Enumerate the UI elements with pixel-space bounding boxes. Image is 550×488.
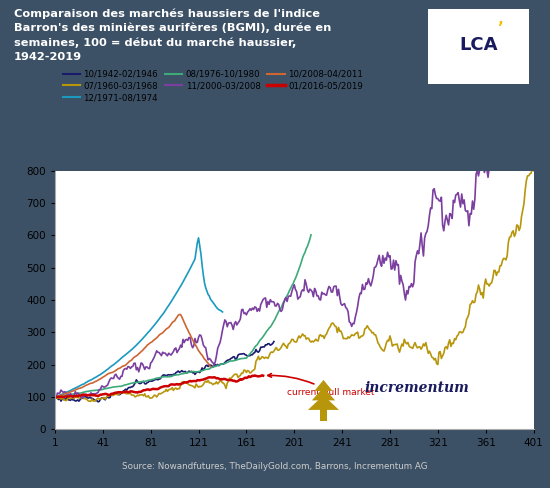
10/1942-02/1946 — [127, 385, 134, 390]
01/2016-05/2019 — [52, 394, 58, 400]
01/2016-05/2019 — [126, 389, 133, 395]
07/1960-03/1968 — [52, 394, 58, 400]
12/1971-08/1974 — [52, 394, 58, 400]
07/1960-03/1968 — [530, 168, 537, 174]
01/2016-05/2019 — [60, 394, 67, 400]
12/1971-08/1974 — [194, 240, 201, 245]
10/1942-02/1946 — [153, 376, 160, 382]
11/2000-03/2008 — [52, 394, 58, 400]
Line: 10/2008-04/2011: 10/2008-04/2011 — [55, 315, 211, 397]
10/2008-04/2011 — [167, 323, 173, 329]
01/2016-05/2019 — [229, 377, 235, 383]
07/1960-03/1968 — [87, 398, 94, 404]
07/1960-03/1968 — [115, 391, 122, 397]
12/1971-08/1974 — [107, 364, 113, 370]
10/2008-04/2011 — [79, 385, 86, 390]
01/2016-05/2019 — [258, 372, 265, 378]
10/1942-02/1946 — [268, 342, 275, 347]
10/1942-02/1946 — [95, 399, 101, 405]
11/2000-03/2008 — [138, 360, 145, 366]
11/2000-03/2008 — [79, 395, 86, 401]
07/1960-03/1968 — [403, 341, 410, 347]
Legend: 10/1942-02/1946, 07/1960-03/1968, 12/1971-08/1974, 08/1976-10/1980, 11/2000-03/2: 10/1942-02/1946, 07/1960-03/1968, 12/197… — [59, 66, 366, 105]
10/1942-02/1946 — [271, 339, 277, 345]
07/1960-03/1968 — [225, 378, 232, 384]
Text: current bull market: current bull market — [268, 374, 375, 397]
11/2000-03/2008 — [191, 336, 198, 342]
01/2016-05/2019 — [113, 390, 119, 396]
08/1976-10/1980 — [140, 379, 147, 385]
07/1960-03/1968 — [293, 339, 300, 345]
01/2016-05/2019 — [70, 394, 76, 400]
10/1942-02/1946 — [266, 341, 272, 347]
Polygon shape — [312, 387, 335, 400]
08/1976-10/1980 — [83, 388, 90, 394]
01/2016-05/2019 — [260, 373, 266, 379]
Line: 01/2016-05/2019: 01/2016-05/2019 — [55, 375, 263, 397]
01/2016-05/2019 — [207, 374, 214, 380]
Polygon shape — [315, 380, 333, 391]
11/2000-03/2008 — [261, 295, 268, 301]
08/1976-10/1980 — [52, 394, 58, 400]
07/1960-03/1968 — [358, 333, 365, 339]
12/1971-08/1974 — [219, 309, 226, 315]
12/1971-08/1974 — [212, 303, 218, 308]
Text: LCA: LCA — [459, 36, 498, 54]
10/2008-04/2011 — [140, 346, 147, 352]
12/1971-08/1974 — [53, 393, 59, 399]
07/1960-03/1968 — [315, 338, 321, 344]
11/2000-03/2008 — [216, 343, 222, 348]
10/2008-04/2011 — [148, 339, 155, 345]
10/2008-04/2011 — [176, 312, 183, 318]
11/2000-03/2008 — [368, 279, 375, 285]
10/2008-04/2011 — [207, 364, 214, 369]
07/1960-03/1968 — [529, 164, 536, 170]
08/1976-10/1980 — [66, 392, 73, 398]
11/2000-03/2008 — [89, 391, 95, 397]
Text: Source: Nowandfutures, TheDailyGold.com, Barrons, Incrementum AG: Source: Nowandfutures, TheDailyGold.com,… — [122, 462, 428, 470]
10/2008-04/2011 — [58, 392, 64, 398]
08/1976-10/1980 — [307, 232, 314, 238]
10/2008-04/2011 — [52, 394, 58, 400]
12/1971-08/1974 — [199, 263, 206, 268]
08/1976-10/1980 — [245, 352, 252, 358]
Line: 10/1942-02/1946: 10/1942-02/1946 — [55, 342, 274, 402]
Text: Comparaison des marchés haussiers de l'indice
Barron's des minières aurifères (B: Comparaison des marchés haussiers de l'i… — [14, 8, 331, 62]
Text: incrementum: incrementum — [365, 381, 470, 395]
12/1971-08/1974 — [195, 235, 202, 241]
08/1976-10/1980 — [125, 382, 131, 387]
Bar — [428, 9, 529, 84]
01/2016-05/2019 — [189, 378, 196, 384]
08/1976-10/1980 — [153, 375, 160, 381]
Polygon shape — [308, 395, 339, 410]
10/1942-02/1946 — [52, 394, 58, 400]
10/1942-02/1946 — [54, 395, 60, 401]
Line: 07/1960-03/1968: 07/1960-03/1968 — [55, 167, 534, 401]
10/1942-02/1946 — [138, 380, 145, 386]
Line: 12/1971-08/1974: 12/1971-08/1974 — [55, 238, 222, 397]
11/2000-03/2008 — [508, 114, 514, 120]
Line: 11/2000-03/2008: 11/2000-03/2008 — [55, 117, 511, 398]
10/2008-04/2011 — [173, 316, 179, 322]
Line: 08/1976-10/1980: 08/1976-10/1980 — [55, 235, 311, 397]
12/1971-08/1974 — [61, 390, 68, 396]
Bar — [320, 406, 327, 421]
Text: ’: ’ — [498, 20, 504, 36]
